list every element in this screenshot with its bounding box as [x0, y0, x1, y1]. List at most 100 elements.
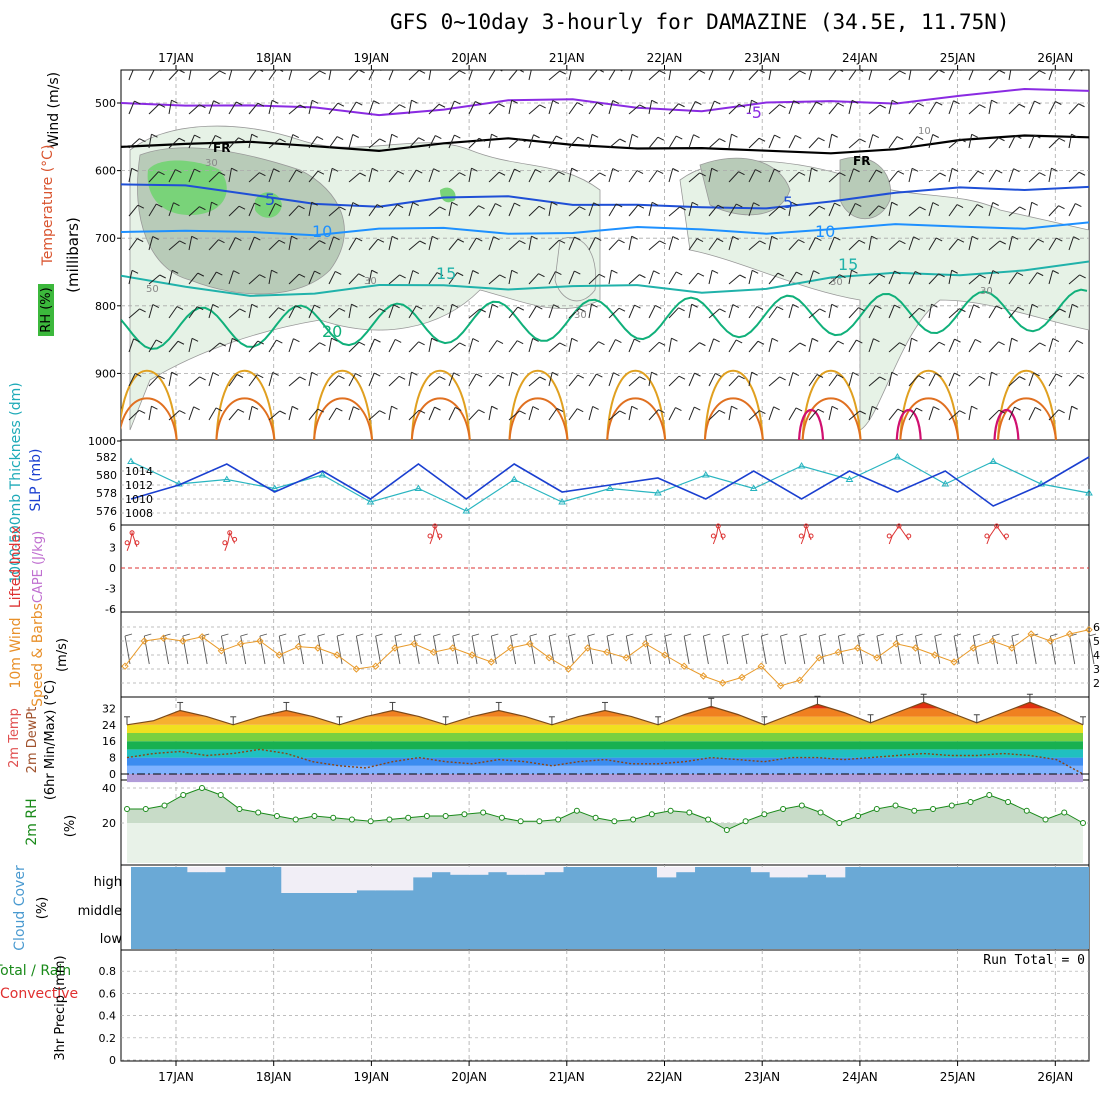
wind-barb-flag	[654, 305, 662, 309]
wind-barb	[528, 338, 534, 353]
isotherm-label: 15	[436, 264, 456, 283]
wind-barb-flag	[239, 308, 246, 313]
wind-barb-flag	[371, 167, 379, 172]
wind10-point	[391, 644, 399, 652]
axis-title-slp: SLP (mb)	[28, 448, 44, 511]
wind-barb-flag	[319, 70, 326, 75]
wind10-barb-flag	[761, 633, 769, 637]
wind-barb-flag	[331, 167, 339, 172]
wind-barb-flag	[676, 135, 683, 140]
wind-barb-flag	[293, 67, 299, 70]
wind-barb	[1008, 338, 1013, 353]
wind-barb	[548, 408, 558, 421]
date-label-top: 17JAN	[158, 51, 194, 65]
rh2m-line	[127, 787, 1084, 831]
wind-barb	[148, 171, 159, 183]
wind-barb-flag	[716, 238, 724, 243]
wind-barb-flag	[1018, 103, 1026, 108]
temp-tick-label: 16	[102, 735, 116, 748]
wind-barb	[668, 135, 677, 149]
wind-barb	[648, 136, 659, 149]
wind10-barb-flag	[645, 633, 653, 637]
wind-barb	[768, 306, 778, 319]
wind-barb-flag	[431, 66, 437, 69]
wind-barb-flag	[736, 203, 743, 208]
wind-barb-flag	[879, 104, 886, 109]
date-label-bottom: 19JAN	[354, 1070, 390, 1084]
wind10-point	[853, 644, 862, 652]
wind-barb-flag	[133, 338, 140, 343]
rh2m-point	[648, 811, 655, 818]
wind-barb	[528, 134, 535, 149]
li-point	[124, 540, 130, 546]
temp-tick-label: 8	[109, 752, 116, 765]
wind-barb	[608, 307, 620, 319]
wind-barb	[228, 270, 234, 285]
wind-barb-flag	[291, 235, 298, 240]
li-point	[432, 523, 438, 529]
wind-barb-flag	[374, 338, 381, 343]
wind-barb-flag	[634, 304, 641, 309]
wind-barb-flag	[697, 272, 705, 277]
wind-barb-flag	[777, 272, 785, 277]
wind-barb	[468, 137, 480, 149]
wind10-point	[314, 644, 322, 652]
wind-barb-flag	[1017, 306, 1025, 311]
wind-barb	[428, 406, 435, 421]
wind10-point	[1008, 644, 1016, 652]
wind-barb-flag	[798, 171, 806, 176]
wind-barb-flag	[953, 100, 960, 105]
wind-barb-flag	[719, 138, 726, 143]
wind-barb	[948, 410, 960, 421]
wind-barb	[688, 342, 700, 353]
wind-barb-flag	[453, 372, 460, 377]
wind10-barb	[452, 635, 459, 665]
wind-barb	[788, 372, 794, 387]
wind-barb-flag	[231, 167, 238, 172]
wind-barb	[408, 100, 412, 115]
wind-barb-flag	[834, 202, 841, 207]
wind-barb	[708, 238, 718, 251]
wind10-point	[699, 672, 708, 680]
wind-barb	[588, 70, 598, 81]
wind-barb	[368, 100, 374, 115]
wind-barb-flag	[151, 133, 158, 138]
wind-barb	[868, 205, 879, 217]
thickness-point	[989, 457, 998, 464]
isotherm-surface	[606, 369, 667, 440]
wind-barb	[508, 410, 520, 421]
wind-barb	[348, 134, 354, 149]
precip-tick-label: 0.8	[99, 965, 117, 978]
axis-title-thickness: 1000-500mb Thickness (dm)	[8, 382, 24, 583]
wind-barb	[608, 100, 614, 115]
wind-barb-flag	[1039, 172, 1046, 177]
wind-barb	[428, 338, 433, 353]
wind-barb-flag	[699, 342, 706, 347]
rh2m-point	[311, 813, 318, 819]
cloud-high-gap	[356, 867, 376, 891]
wind-barb	[1028, 238, 1039, 251]
wind-barb-flag	[799, 70, 806, 75]
wind-barb-flag	[834, 236, 841, 241]
rh-contour-label: 30	[364, 276, 377, 287]
wind-barb-flag	[317, 408, 324, 413]
temp-band	[127, 749, 1083, 758]
wind-barb-flag	[352, 202, 360, 206]
wind-barb-flag	[774, 168, 781, 173]
rh2m-fill	[127, 788, 1083, 830]
wind-barb	[748, 202, 754, 217]
slp-line	[130, 456, 1090, 507]
wind-barb-flag	[292, 134, 299, 138]
wind-barb-flag	[879, 376, 886, 381]
wind-barb-flag	[894, 270, 901, 275]
wind-barb	[328, 407, 337, 421]
precip-tick-label: 0.4	[99, 1010, 117, 1023]
wind-barb	[888, 408, 899, 421]
wind-barb	[228, 308, 240, 319]
thickness-tick-label: 576	[96, 505, 117, 518]
wind-barb-flag	[637, 204, 645, 209]
wind10-barb-flag	[259, 633, 268, 637]
wind-barb	[408, 270, 414, 285]
wind-barb-flag	[1077, 374, 1085, 379]
wind-barb	[488, 103, 499, 115]
